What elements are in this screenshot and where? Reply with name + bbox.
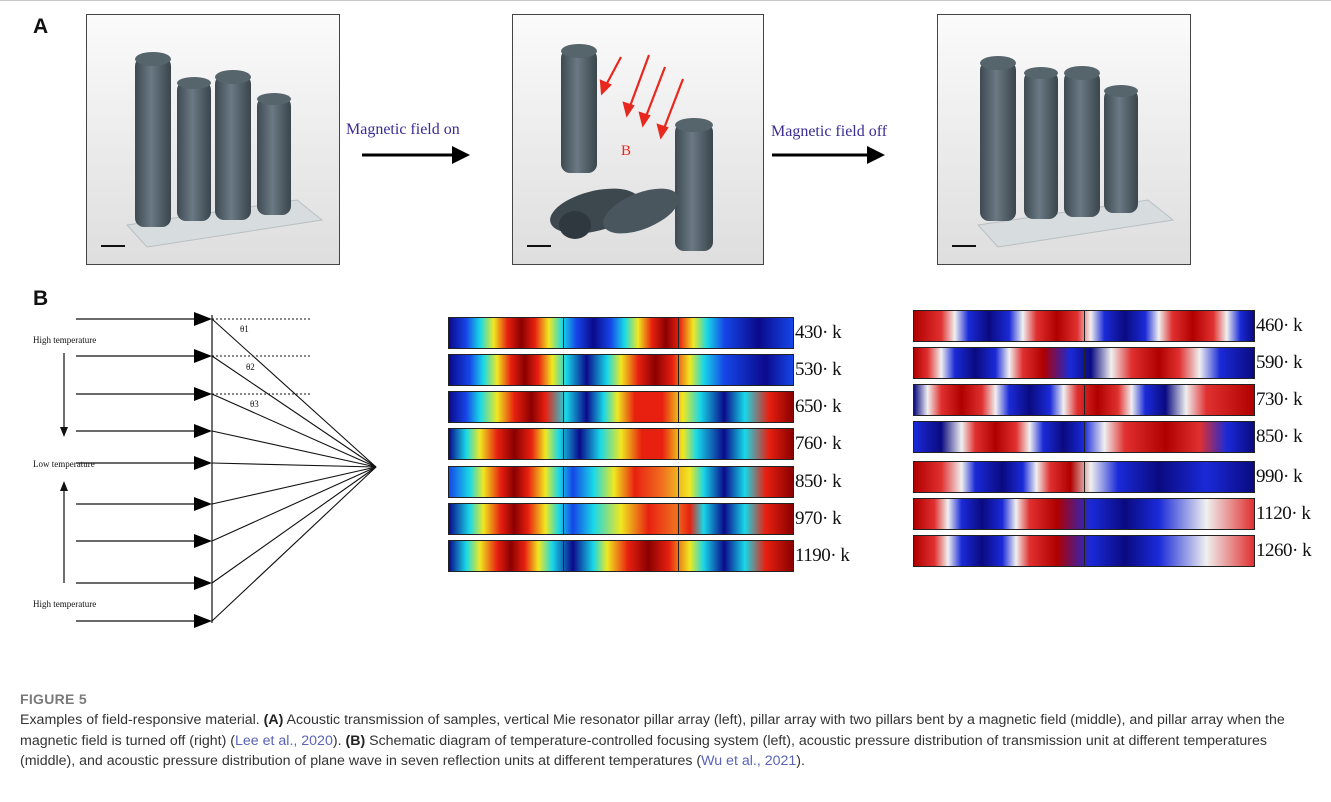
citation-wu-2021[interactable]: Wu et al., 2021 (701, 753, 797, 769)
transmission-unit-divider (563, 504, 564, 534)
reflection-unit-divider (1084, 311, 1085, 341)
reflection-temperature-label: 590· k (1256, 352, 1303, 373)
citation-lee-2020[interactable]: Lee et al., 2020 (235, 732, 333, 749)
transmission-unit-divider (678, 541, 679, 571)
transmission-unit-divider (563, 467, 564, 497)
restored-pillar-image (952, 56, 1175, 248)
photo-pillars-bent: B (512, 14, 764, 265)
reflection-temperature-label: 730· k (1256, 389, 1303, 410)
magnetic-field-on-label: Magnetic field on (346, 121, 460, 138)
reflection-unit-divider (1084, 422, 1085, 452)
transmission-temperature-label: 430· k (795, 322, 842, 343)
transmission-temperature-label: 760· k (795, 433, 842, 454)
transmission-strip (448, 391, 794, 423)
low-temperature-label: Low temperature (33, 459, 95, 469)
angle-theta-2: θ2 (246, 362, 255, 372)
reflection-strip (913, 347, 1255, 379)
caption-a-text: Acoustic transmission of samples, vertic… (20, 712, 1285, 749)
transmission-strip (448, 466, 794, 498)
reflection-temperature-label: 460· k (1256, 315, 1303, 336)
reflection-temperature-label: 1120· k (1256, 503, 1311, 524)
transmission-unit-divider (678, 392, 679, 422)
transmission-strip (448, 540, 794, 572)
arrow-on (362, 146, 470, 164)
arrow-off (772, 146, 885, 164)
reflection-strip (913, 384, 1255, 416)
figure-caption: Examples of field-responsive material. (… (20, 710, 1320, 772)
reflection-strip (913, 461, 1255, 493)
transmission-temperature-label: 1190· k (795, 545, 850, 566)
figure-label: FIGURE 5 (20, 691, 87, 707)
transmission-temperature-label: 970· k (795, 508, 842, 529)
transmission-temperature-label: 530· k (795, 359, 842, 380)
caption-b-text: Schematic diagram of temperature-control… (20, 732, 1268, 770)
reflection-unit-divider (1084, 499, 1085, 529)
transmission-strip (448, 428, 794, 460)
angle-theta-1: θ1 (240, 324, 249, 334)
temperature-arrow-up (60, 481, 68, 583)
photo-pillars-upright (86, 14, 340, 265)
transmission-unit-divider (678, 504, 679, 534)
transmission-unit-divider (678, 318, 679, 348)
transmission-unit-divider (563, 392, 564, 422)
transmission-unit-divider (678, 355, 679, 385)
caption-b-tag: (B) (345, 732, 366, 749)
reflection-strip (913, 498, 1255, 530)
transmission-unit-divider (678, 429, 679, 459)
transmission-unit-divider (563, 355, 564, 385)
reflection-unit-divider (1084, 348, 1085, 378)
reflection-strip (913, 535, 1255, 567)
transmission-unit-divider (563, 318, 564, 348)
reflection-strip (913, 421, 1255, 453)
transmission-strip (448, 354, 794, 386)
pillar-array-image (101, 52, 324, 248)
reflection-unit-divider (1084, 462, 1085, 492)
field-symbol: B (621, 143, 631, 159)
reflection-temperature-label: 990· k (1256, 466, 1303, 487)
caption-intro: Examples of field-responsive material. (20, 712, 260, 728)
transmission-temperature-label: 650· k (795, 396, 842, 417)
caption-a-end: ). (332, 732, 342, 749)
temperature-arrow-down (60, 353, 68, 437)
reflection-unit-divider (1084, 385, 1085, 415)
transmission-unit-divider (678, 467, 679, 497)
transmission-temperature-label: 850· k (795, 471, 842, 492)
angle-theta-3: θ3 (250, 399, 259, 409)
panel-b-label: B (33, 287, 49, 310)
caption-b-end: ). (796, 753, 805, 769)
transmission-strip (448, 317, 794, 349)
transmission-unit-divider (563, 429, 564, 459)
magnetic-field-arrows (599, 54, 685, 140)
reflection-temperature-label: 1260· k (1256, 540, 1312, 561)
bent-pillar-image: B (527, 44, 713, 251)
transmission-strip (448, 503, 794, 535)
reflection-strip (913, 310, 1255, 342)
magnetic-field-off-label: Magnetic field off (771, 123, 888, 140)
photo-pillars-restored (937, 14, 1191, 265)
panel-a-label: A (33, 15, 49, 38)
transmission-unit-divider (563, 541, 564, 571)
high-temperature-bottom-label: High temperature (33, 599, 96, 609)
reflection-unit-divider (1084, 536, 1085, 566)
high-temperature-top-label: High temperature (33, 335, 96, 345)
caption-a-tag: (A) (263, 712, 284, 728)
reflection-temperature-label: 850· k (1256, 426, 1303, 447)
